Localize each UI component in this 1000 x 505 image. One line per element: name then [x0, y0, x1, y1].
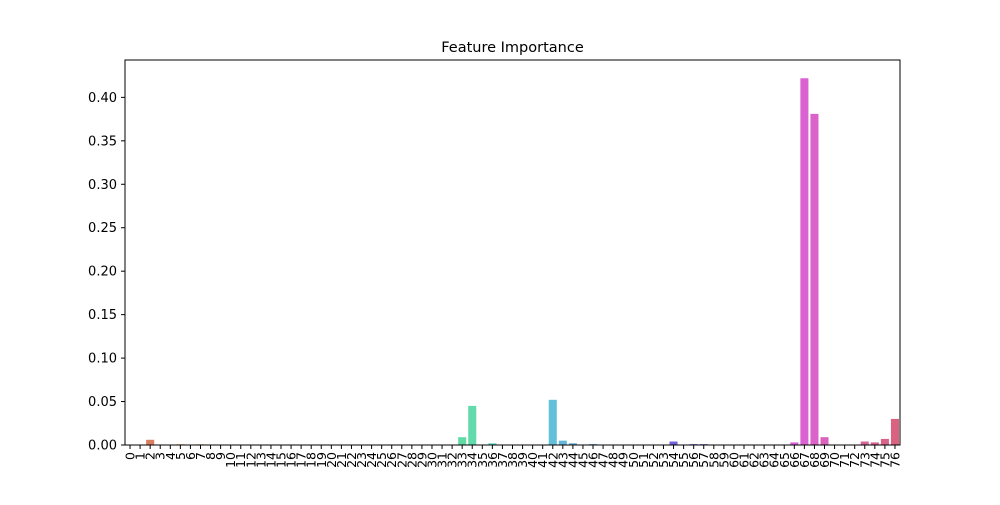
x-axis: 0123456789101112131415161718192021222324… — [123, 445, 903, 468]
chart-title: Feature Importance — [441, 40, 584, 56]
bar-feature-54 — [670, 442, 678, 445]
y-axis: 0.00 0.05 0.10 0.15 0.20 0.25 0.30 0.35 0.40 — [88, 91, 125, 454]
y-tick-label: 0.25 — [88, 221, 117, 236]
bar-feature-73 — [861, 442, 869, 445]
y-tick-label: 0.40 — [88, 91, 117, 106]
bar-feature-42 — [549, 400, 557, 445]
bar-feature-68 — [810, 114, 818, 445]
bars-group — [126, 78, 899, 445]
y-tick-label: 0.20 — [88, 265, 117, 280]
y-tick-label: 0.15 — [88, 308, 117, 323]
bar-feature-76 — [891, 419, 899, 445]
bar-feature-43 — [559, 441, 567, 445]
y-tick-label: 0.00 — [88, 439, 117, 454]
bar-feature-33 — [458, 437, 466, 445]
y-tick-label: 0.10 — [88, 352, 117, 367]
y-tick-label: 0.05 — [88, 395, 117, 410]
bar-feature-67 — [800, 78, 808, 445]
bar-feature-75 — [881, 439, 889, 445]
bar-feature-69 — [820, 437, 828, 445]
y-tick-label: 0.30 — [88, 178, 117, 193]
y-tick-label: 0.35 — [88, 134, 117, 149]
bar-feature-34 — [468, 406, 476, 445]
x-tick-label: 76 — [887, 452, 902, 468]
bar-feature-2 — [146, 440, 154, 445]
plot-frame — [125, 60, 900, 445]
